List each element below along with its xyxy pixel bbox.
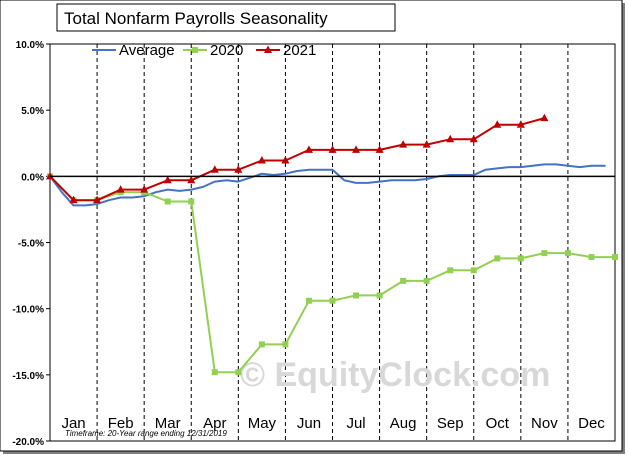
point-2021 [281, 155, 290, 164]
y-tick-labels: -20.0% -15.0% -10.0% -5.0% 0.0% 5.0% 10.0% [12, 40, 50, 448]
title-box [56, 3, 396, 32]
point-2021 [493, 120, 502, 128]
point-2020 [164, 198, 171, 205]
point-2021 [516, 120, 525, 128]
point-2021 [422, 140, 431, 148]
x-tick-label: Feb [108, 415, 134, 432]
point-2021 [140, 185, 149, 193]
series-line-average [49, 163, 606, 207]
point-2020 [494, 255, 501, 262]
x-tick-label: May [248, 415, 277, 432]
y-tick-label: -15.0% [12, 371, 44, 382]
point-2020 [612, 254, 618, 261]
x-tick-label: Apr [203, 415, 226, 432]
point-2020 [400, 277, 407, 284]
point-2021 [116, 185, 125, 193]
point-2021 [210, 165, 219, 173]
point-2021 [93, 195, 102, 204]
legend-label-2020: 2020 [210, 42, 243, 59]
point-2020 [188, 198, 195, 205]
x-tick-label: Jan [61, 415, 85, 432]
x-tick-label: Dec [578, 415, 605, 432]
timeframe-footnote: Timeframe: 20-Year range ending 12/31/20… [65, 429, 227, 438]
point-2021 [69, 195, 78, 204]
x-tick-labels: Jan Feb Mar Apr May Jun Jul Aug Sep Oct Nov Dec [61, 415, 605, 432]
x-tick-label: Sep [437, 415, 464, 432]
legend-marker-2021 [264, 45, 272, 53]
legend: Average 2020 2021 [92, 42, 316, 59]
y-tick-label: -5.0% [18, 239, 44, 250]
point-2020 [305, 297, 312, 304]
point-2021 [469, 134, 478, 143]
grid-layer [96, 44, 569, 441]
point-2021 [399, 140, 408, 148]
point-2020 [329, 297, 336, 304]
x-tick-label: Jun [297, 415, 321, 432]
point-2021 [234, 165, 243, 173]
point-2021 [352, 145, 361, 153]
point-2020 [353, 292, 360, 299]
chart-title: Total Nonfarm Payrolls Seasonality [64, 9, 328, 28]
point-2020 [541, 250, 548, 257]
point-2020 [588, 254, 595, 261]
chart-frame [0, 0, 623, 452]
x-tick-label: Nov [531, 415, 558, 432]
point-2020 [447, 267, 454, 274]
legend-marker-2020 [192, 47, 198, 53]
point-2021 [446, 134, 455, 143]
point-2020 [235, 369, 242, 376]
x-tick-label: Jul [346, 415, 365, 432]
legend-label-average: Average [119, 42, 175, 59]
point-2020 [470, 267, 477, 274]
y-tick-label: 0.0% [21, 172, 44, 183]
y-tick-label: -10.0% [12, 305, 44, 316]
point-2021 [304, 145, 313, 153]
point-2021 [187, 175, 196, 184]
point-2020 [376, 292, 383, 299]
y-tick-label: 5.0% [21, 106, 44, 117]
point-2021 [328, 145, 337, 153]
point-2021 [163, 175, 172, 184]
x-tick-label: Aug [390, 415, 417, 432]
point-2020 [211, 369, 218, 376]
x-tick-label: Oct [486, 415, 510, 432]
point-2020 [423, 277, 430, 284]
point-2021 [375, 145, 384, 153]
y-tick-label: -20.0% [12, 437, 44, 448]
legend-label-2021: 2021 [283, 42, 316, 59]
point-2020 [517, 255, 524, 262]
y-tick-label: 10.0% [16, 40, 44, 51]
point-2020 [258, 341, 265, 348]
point-2021 [540, 113, 549, 122]
x-tick-label: Mar [155, 415, 181, 432]
point-2020 [564, 250, 571, 257]
series-layer [46, 113, 618, 376]
series-line-2021 [49, 117, 545, 202]
point-2021 [257, 155, 266, 164]
watermark: © EquityClock.com [240, 356, 550, 394]
point-2020 [282, 341, 289, 348]
